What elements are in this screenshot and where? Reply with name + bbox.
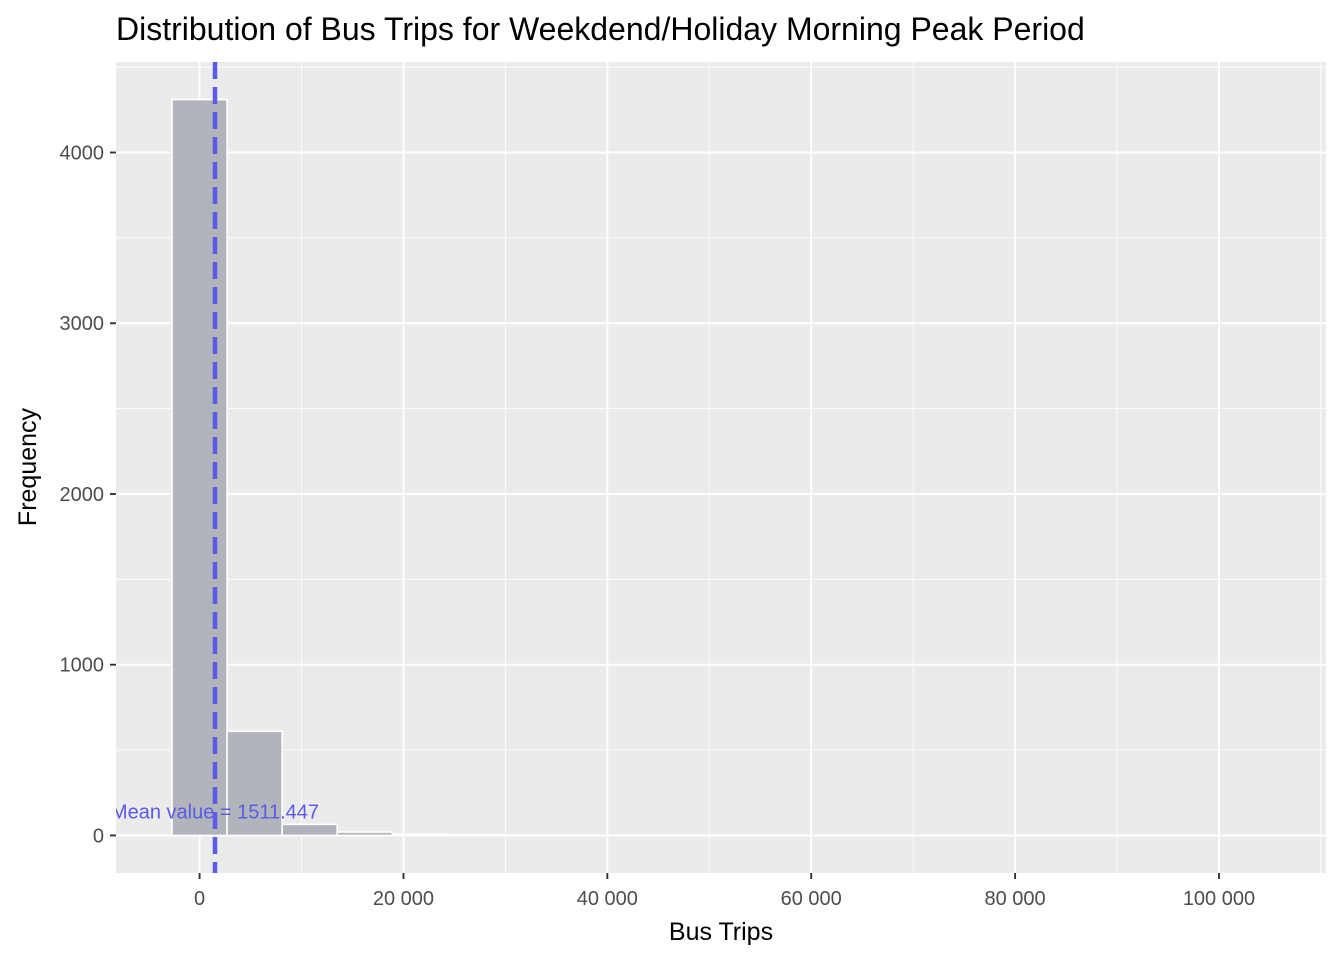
y-axis-title: Frequency [14, 407, 42, 526]
histogram-bar [226, 730, 283, 837]
y-tick-label: 1000 [60, 655, 105, 677]
plot-panel [116, 62, 1326, 873]
histogram-bar [446, 833, 504, 837]
chart-title: Distribution of Bus Trips for Weekdend/H… [116, 11, 1085, 47]
grid-minor [116, 62, 1326, 873]
x-tick-label: 100 000 [1183, 888, 1255, 910]
y-tick-label: 0 [93, 825, 104, 847]
histogram-bars [171, 98, 1274, 837]
y-axis: 0 1000 2000 3000 4000 [60, 142, 116, 847]
x-tick-label: 0 [194, 888, 205, 910]
x-tick-label: 40 000 [577, 888, 638, 910]
y-tick-label: 2000 [60, 484, 105, 506]
y-tick-label: 3000 [60, 313, 105, 335]
histogram-bar [336, 831, 394, 837]
x-tick-label: 20 000 [373, 888, 434, 910]
y-tick-label: 4000 [60, 142, 105, 164]
x-tick-label: 60 000 [781, 888, 842, 910]
x-axis: 0 20 000 40 000 60 000 80 000 100 000 [194, 873, 1255, 910]
histogram-bar [501, 834, 559, 837]
x-tick-label: 80 000 [985, 888, 1046, 910]
mean-label: Mean value = 1511.447 [111, 801, 319, 823]
histogram-bar [391, 833, 449, 837]
histogram-bar [171, 98, 228, 837]
x-axis-title: Bus Trips [669, 918, 773, 946]
histogram-bar [281, 823, 339, 837]
mean-annotation: Mean value = 1511.447 [111, 62, 319, 873]
